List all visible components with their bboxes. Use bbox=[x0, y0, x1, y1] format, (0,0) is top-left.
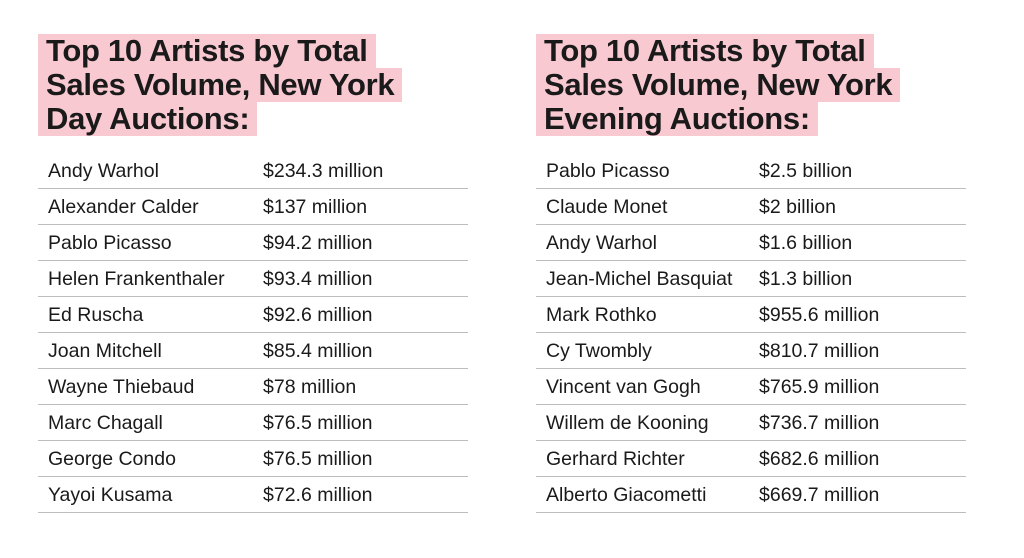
sales-volume: $2 billion bbox=[759, 196, 836, 218]
table-row: Helen Frankenthaler $93.4 million bbox=[38, 261, 468, 297]
sales-volume: $76.5 million bbox=[263, 448, 373, 470]
artist-name: Vincent van Gogh bbox=[546, 376, 701, 398]
table-row: Vincent van Gogh $765.9 million bbox=[536, 369, 966, 405]
sales-volume: $1.6 billion bbox=[759, 232, 853, 254]
table-row: Jean-Michel Basquiat $1.3 billion bbox=[536, 261, 966, 297]
artist-name: Joan Mitchell bbox=[48, 340, 162, 362]
sales-volume: $810.7 million bbox=[759, 340, 880, 362]
sales-volume: $78 million bbox=[263, 376, 357, 398]
sales-volume: $736.7 million bbox=[759, 412, 880, 434]
title-line: Sales Volume, New York bbox=[38, 68, 403, 102]
artist-name: Alexander Calder bbox=[48, 196, 199, 218]
table-row: Claude Monet $2 billion bbox=[536, 189, 966, 225]
artist-name: Yayoi Kusama bbox=[48, 484, 173, 506]
table-row: Alexander Calder $137 million bbox=[38, 189, 468, 225]
sales-volume: $94.2 million bbox=[263, 232, 373, 254]
table-row: Marc Chagall $76.5 million bbox=[38, 405, 468, 441]
sales-volume: $669.7 million bbox=[759, 484, 880, 506]
table-row: Wayne Thiebaud $78 million bbox=[38, 369, 468, 405]
artist-name: Willem de Kooning bbox=[546, 412, 709, 434]
table-row: Alberto Giacometti $669.7 million bbox=[536, 477, 966, 513]
table-row: George Condo $76.5 million bbox=[38, 441, 468, 477]
sales-volume: $85.4 million bbox=[263, 340, 373, 362]
table-row: Cy Twombly $810.7 million bbox=[536, 333, 966, 369]
sales-volume: $2.5 billion bbox=[759, 160, 853, 182]
artist-name: Marc Chagall bbox=[48, 412, 163, 434]
sales-volume: $955.6 million bbox=[759, 304, 880, 326]
artist-name: Ed Ruscha bbox=[48, 304, 144, 326]
title-line: Evening Auctions: bbox=[536, 102, 818, 136]
artist-name: Wayne Thiebaud bbox=[48, 376, 195, 398]
table-row: Andy Warhol $1.6 billion bbox=[536, 225, 966, 261]
table-row: Joan Mitchell $85.4 million bbox=[38, 333, 468, 369]
table-row: Andy Warhol $234.3 million bbox=[38, 153, 468, 189]
sales-volume: $92.6 million bbox=[263, 304, 373, 326]
table-row: Ed Ruscha $92.6 million bbox=[38, 297, 468, 333]
table-row: Mark Rothko $955.6 million bbox=[536, 297, 966, 333]
sales-volume: $234.3 million bbox=[263, 160, 384, 182]
evening-auctions-title: Top 10 Artists by Total Sales Volume, Ne… bbox=[536, 34, 966, 136]
artist-name: Jean-Michel Basquiat bbox=[546, 268, 733, 290]
artist-name: George Condo bbox=[48, 448, 176, 470]
sales-volume: $76.5 million bbox=[263, 412, 373, 434]
artist-name: Gerhard Richter bbox=[546, 448, 685, 470]
artist-name: Cy Twombly bbox=[546, 340, 652, 362]
day-auctions-table: Andy Warhol $234.3 million Alexander Cald… bbox=[38, 153, 468, 513]
table-row: Yayoi Kusama $72.6 million bbox=[38, 477, 468, 513]
sales-volume: $137 million bbox=[263, 196, 368, 218]
sales-volume: $93.4 million bbox=[263, 268, 373, 290]
artist-name: Alberto Giacometti bbox=[546, 484, 707, 506]
title-line: Top 10 Artists by Total bbox=[38, 34, 376, 68]
sales-volume: $1.3 billion bbox=[759, 268, 853, 290]
sales-volume: $72.6 million bbox=[263, 484, 373, 506]
sales-volume: $682.6 million bbox=[759, 448, 880, 470]
sales-volume: $765.9 million bbox=[759, 376, 880, 398]
evening-auctions-panel: Top 10 Artists by Total Sales Volume, Ne… bbox=[536, 34, 966, 513]
artist-name: Pablo Picasso bbox=[546, 160, 670, 182]
artist-name: Helen Frankenthaler bbox=[48, 268, 225, 290]
table-row: Pablo Picasso $2.5 billion bbox=[536, 153, 966, 189]
artist-name: Mark Rothko bbox=[546, 304, 657, 326]
title-line: Top 10 Artists by Total bbox=[536, 34, 874, 68]
day-auctions-panel: Top 10 Artists by Total Sales Volume, Ne… bbox=[38, 34, 468, 513]
evening-auctions-table: Pablo Picasso $2.5 billion Claude Monet $2… bbox=[536, 153, 966, 513]
table-row: Gerhard Richter $682.6 million bbox=[536, 441, 966, 477]
day-auctions-title: Top 10 Artists by Total Sales Volume, Ne… bbox=[38, 34, 468, 136]
artist-name: Andy Warhol bbox=[546, 232, 657, 254]
artist-name: Pablo Picasso bbox=[48, 232, 172, 254]
artist-name: Andy Warhol bbox=[48, 160, 159, 182]
title-line: Day Auctions: bbox=[38, 102, 258, 136]
artist-name: Claude Monet bbox=[546, 196, 668, 218]
table-row: Pablo Picasso $94.2 million bbox=[38, 225, 468, 261]
title-line: Sales Volume, New York bbox=[536, 68, 901, 102]
table-row: Willem de Kooning $736.7 million bbox=[536, 405, 966, 441]
